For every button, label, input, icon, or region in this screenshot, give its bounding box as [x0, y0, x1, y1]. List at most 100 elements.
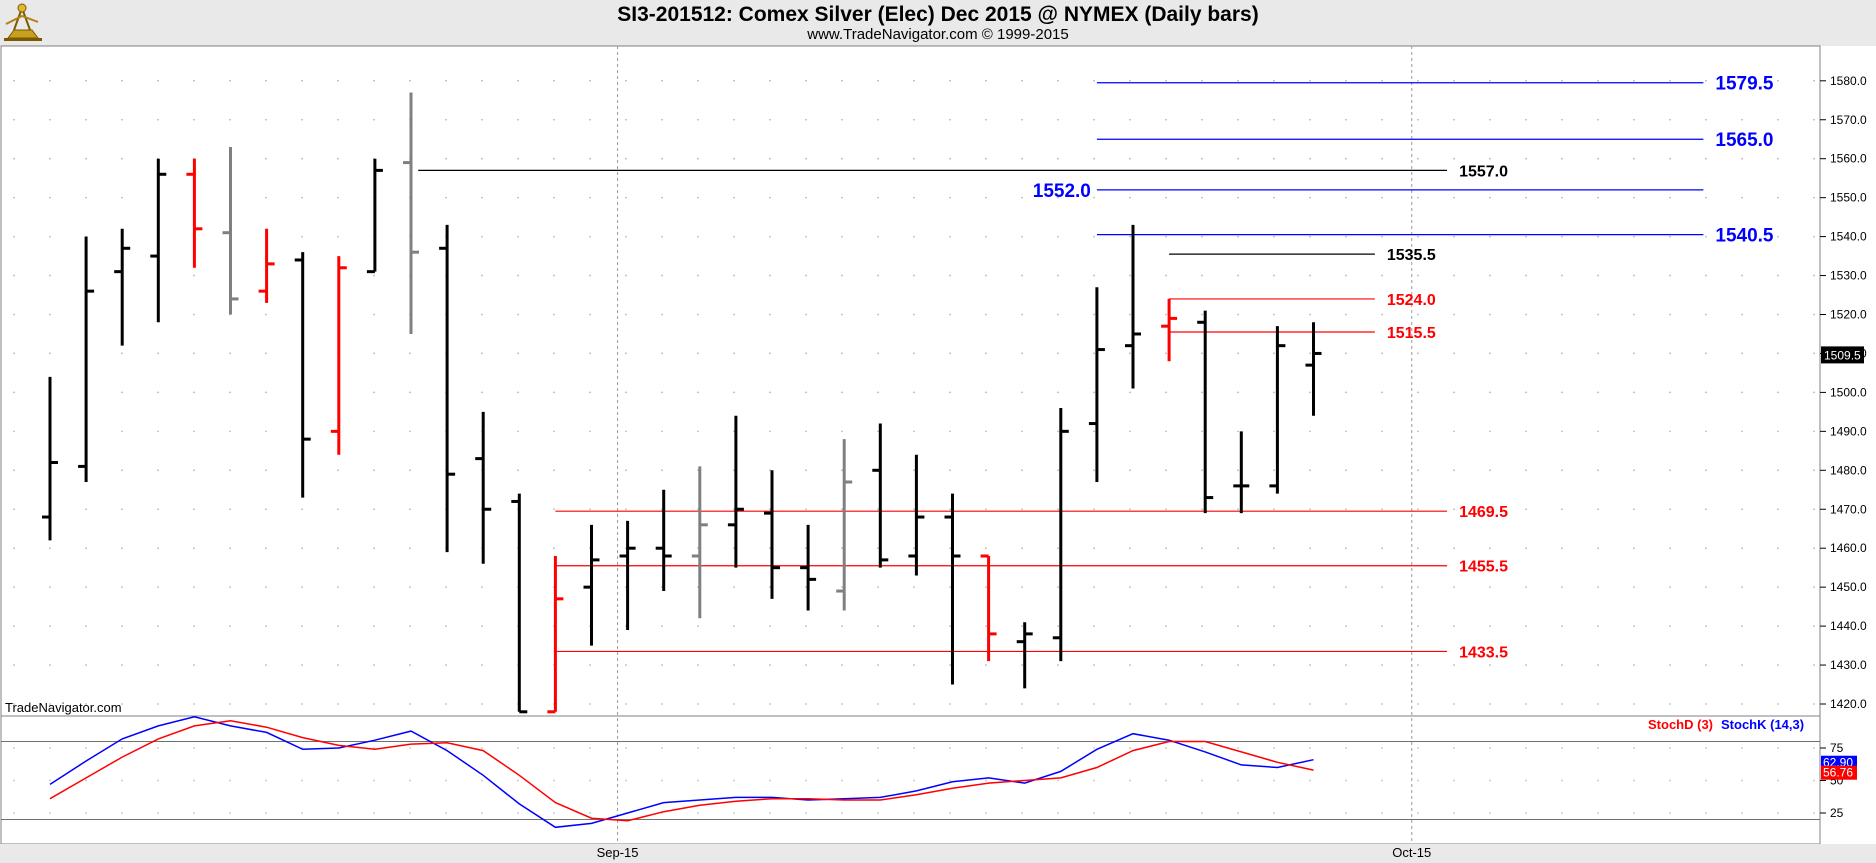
grid-dot — [805, 430, 807, 433]
grid-dot — [1057, 547, 1059, 550]
grid-dot — [481, 352, 483, 355]
grid-dot — [193, 547, 195, 550]
grid-dot — [1237, 779, 1239, 782]
grid-dot — [1417, 547, 1419, 550]
grid-dot — [1705, 430, 1707, 433]
grid-dot — [1777, 779, 1779, 782]
grid-dot — [13, 586, 15, 589]
grid-dot — [49, 547, 51, 550]
grid-dot — [1201, 313, 1203, 316]
grid-dot — [121, 586, 123, 589]
grid-dot — [445, 79, 447, 82]
grid-dot — [1453, 747, 1455, 749]
grid-dot — [301, 703, 303, 705]
grid-dot — [1777, 664, 1779, 666]
grid-dot — [841, 664, 843, 666]
grid-dot — [1417, 747, 1419, 749]
grid-dot — [805, 352, 807, 355]
grid-dot — [1417, 352, 1419, 355]
grid-dot — [733, 352, 735, 355]
grid-dot — [1381, 508, 1383, 511]
grid-dot — [625, 779, 627, 782]
grid-dot — [121, 391, 123, 394]
grid-dot — [1741, 391, 1743, 394]
y-tick-label: 1430.0 — [1830, 658, 1867, 672]
grid-dot — [697, 812, 699, 814]
grid-dot — [1201, 79, 1203, 82]
grid-dot — [121, 352, 123, 355]
grid-dot — [1489, 235, 1491, 238]
grid-dot — [481, 586, 483, 589]
grid-dot — [949, 547, 951, 550]
grid-dot — [1309, 469, 1311, 472]
grid-dot — [661, 118, 663, 121]
grid-dot — [1201, 235, 1203, 238]
stochastic-series-line — [49, 719, 1314, 822]
grid-dot — [1093, 118, 1095, 121]
grid-dot — [13, 508, 15, 511]
grid-dot — [1525, 469, 1527, 472]
grid-dot — [553, 508, 555, 511]
grid-dot — [949, 703, 951, 705]
grid-dot — [373, 812, 375, 814]
grid-dot — [1669, 812, 1671, 814]
grid-dot — [1021, 157, 1023, 160]
grid-dot — [769, 812, 771, 814]
grid-dot — [1741, 430, 1743, 433]
grid-dot — [1705, 274, 1707, 277]
y-tick-label: 1520.0 — [1830, 308, 1867, 322]
grid-dot — [1525, 235, 1527, 238]
grid-dot — [1777, 547, 1779, 550]
grid-dot — [1741, 274, 1743, 277]
grid-dot — [1741, 664, 1743, 666]
grid-dot — [1273, 196, 1275, 199]
grid-dot — [49, 664, 51, 666]
grid-dot — [553, 352, 555, 355]
grid-dot — [661, 779, 663, 782]
grid-dot — [1669, 313, 1671, 316]
grid-dot — [985, 274, 987, 277]
grid-dot — [13, 196, 15, 199]
grid-dot — [337, 703, 339, 705]
grid-dot — [769, 235, 771, 238]
grid-dot — [193, 391, 195, 394]
grid-dot — [85, 508, 87, 511]
grid-dot — [1597, 547, 1599, 550]
grid-dot — [1165, 547, 1167, 550]
grid-dot — [85, 157, 87, 160]
grid-dot — [121, 779, 123, 782]
grid-dot — [1633, 703, 1635, 705]
grid-dot — [1093, 747, 1095, 749]
grid-dot — [913, 547, 915, 550]
y-tick-label: 1540.0 — [1830, 230, 1867, 244]
grid-dot — [49, 625, 51, 627]
grid-dot — [337, 625, 339, 627]
grid-dot — [1345, 779, 1347, 782]
grid-dot — [1777, 625, 1779, 627]
grid-dot — [1021, 508, 1023, 511]
grid-dot — [913, 274, 915, 277]
grid-dot — [1381, 664, 1383, 666]
grid-dot — [1093, 586, 1095, 589]
grid-dot — [157, 391, 159, 394]
grid-dot — [409, 352, 411, 355]
grid-dot — [841, 274, 843, 277]
grid-dot — [841, 196, 843, 199]
grid-dot — [265, 625, 267, 627]
grid-dot — [949, 469, 951, 472]
grid-dot — [1813, 625, 1815, 627]
grid-dot — [85, 586, 87, 589]
grid-dot — [1561, 812, 1563, 814]
grid-dot — [1525, 779, 1527, 782]
grid-dot — [1309, 703, 1311, 705]
grid-dot — [1417, 79, 1419, 82]
grid-dot — [1417, 664, 1419, 666]
grid-dot — [805, 547, 807, 550]
grid-dot — [1057, 508, 1059, 511]
grid-dot — [13, 812, 15, 814]
grid-dot — [697, 157, 699, 160]
level-label: 1515.5 — [1387, 325, 1436, 342]
grid-dot — [13, 235, 15, 238]
grid-dot — [661, 703, 663, 705]
